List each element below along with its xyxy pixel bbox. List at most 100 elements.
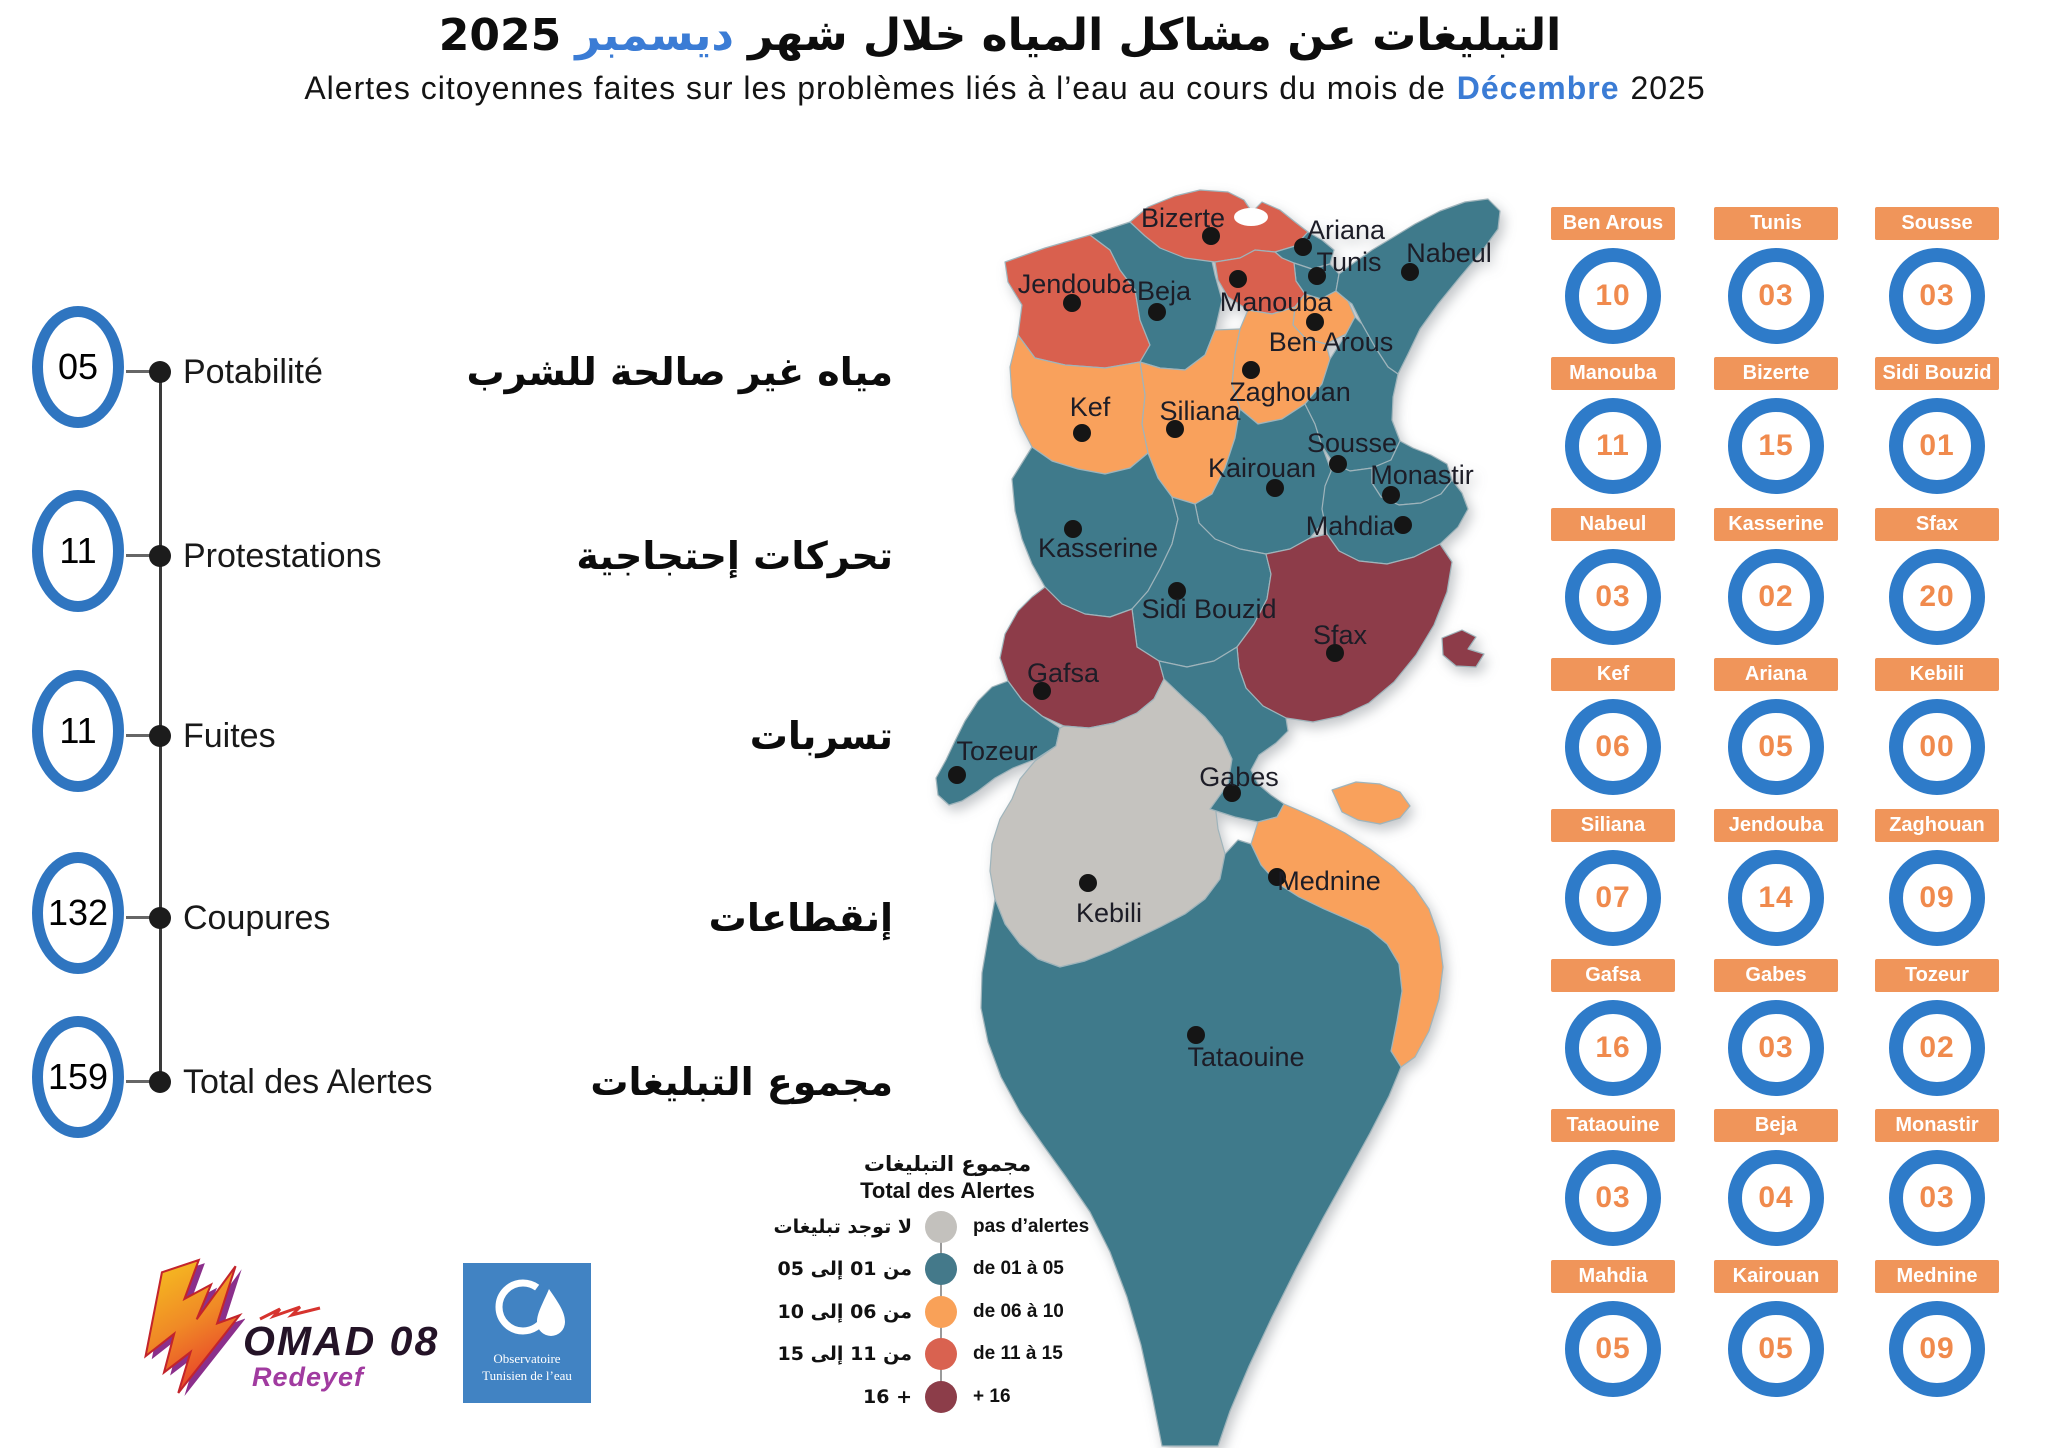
map-label-gabes: Gabes	[1199, 762, 1279, 792]
water-drop-icon: Observatoire Tunisien de l’eau	[482, 1279, 572, 1383]
legend-ar-2: من 06 إلى 10	[777, 1301, 913, 1323]
stat-label-potabilite: Potabilité	[183, 353, 323, 391]
page-title-arabic: التبليغات عن مشاكل المياه خلال شهر ديسمب…	[0, 10, 2000, 61]
grid-value: 03	[1758, 1031, 1794, 1064]
nomad-logo-subtext: Redeyef	[252, 1362, 365, 1392]
city-dot-bizerte	[1202, 227, 1220, 245]
grid-label: Jendouba	[1714, 809, 1838, 842]
stat-value: 159	[47, 1056, 109, 1097]
grid-cell-gafsa: Gafsa 16	[1551, 959, 1675, 1096]
grid-label: Kef	[1551, 658, 1675, 691]
grid-ring: 14	[1728, 850, 1824, 946]
observatory-logo: Observatoire Tunisien de l’eau	[463, 1263, 591, 1403]
stat-value: 132	[47, 892, 109, 933]
stat-dot	[149, 907, 171, 929]
stat-label-protestations: Protestations	[183, 537, 382, 575]
grid-ring: 03	[1889, 1150, 1985, 1246]
grid-value: 05	[1758, 730, 1794, 763]
city-dot-mahdia	[1394, 516, 1412, 534]
grid-label: Tataouine	[1551, 1109, 1675, 1142]
grid-value: 03	[1758, 279, 1794, 312]
grid-value: 20	[1919, 580, 1955, 613]
grid-ring: 09	[1889, 850, 1985, 946]
grid-label: Kebili	[1875, 658, 1999, 691]
city-dot-tozeur	[948, 766, 966, 784]
map-label-kebili: Kebili	[1076, 898, 1142, 928]
stat-circle-protestations: 11	[32, 490, 124, 612]
map-label-zaghouan: Zaghouan	[1229, 377, 1351, 407]
city-dot-kebili	[1079, 874, 1097, 892]
grid-label: Manouba	[1551, 357, 1675, 390]
grid-ring: 15	[1728, 398, 1824, 494]
grid-ring: 02	[1889, 1000, 1985, 1096]
legend-ar-0: لا توجد تبليغات	[773, 1216, 912, 1238]
grid-ring: 00	[1889, 699, 1985, 795]
city-dot-gafsa	[1033, 682, 1051, 700]
region-nabeul	[1335, 198, 1501, 375]
city-dot-sousse	[1329, 455, 1347, 473]
city-dot-kairouan	[1266, 479, 1284, 497]
city-dot-siliana	[1166, 420, 1184, 438]
map-label-sfax: Sfax	[1313, 620, 1368, 650]
map-label-monastir: Monastir	[1370, 460, 1474, 490]
grid-label: Bizerte	[1714, 357, 1838, 390]
subtitle-year: 2025	[1630, 70, 1706, 106]
grid-value: 03	[1595, 580, 1631, 613]
grid-value: 15	[1758, 429, 1794, 462]
region-tataouine	[980, 839, 1403, 1447]
grid-cell-zaghouan: Zaghouan 09	[1875, 809, 1999, 946]
lake-bizerte	[1234, 208, 1268, 226]
legend-fr-4: + 16	[973, 1386, 1011, 1407]
grid-cell-beja: Beja 04	[1714, 1109, 1838, 1246]
grid-ring: 20	[1889, 549, 1985, 645]
grid-cell-bizerte: Bizerte 15	[1714, 357, 1838, 494]
city-dot-monastir	[1382, 486, 1400, 504]
grid-value: 11	[1596, 429, 1630, 462]
grid-cell-nabeul: Nabeul 03	[1551, 508, 1675, 645]
map-label-kef: Kef	[1070, 392, 1111, 422]
nomad-squiggle-icon	[259, 1305, 321, 1321]
grid-cell-kebili: Kebili 00	[1875, 658, 1999, 795]
grid-ring: 03	[1565, 549, 1661, 645]
map-city-labels: Jendouba Beja Bizerte Ariana Tunis Manou…	[956, 203, 1491, 1072]
grid-cell-tataouine: Tataouine 03	[1551, 1109, 1675, 1246]
map-label-siliana: Siliana	[1159, 396, 1241, 426]
grid-label: Monastir	[1875, 1109, 1999, 1142]
grid-value: 03	[1919, 1181, 1955, 1214]
grid-value: 03	[1919, 279, 1955, 312]
legend-fr-2: de 06 à 10	[973, 1301, 1064, 1322]
grid-label: Ben Arous	[1551, 207, 1675, 240]
stat-label-coupures: Coupures	[183, 899, 331, 937]
map-label-gafsa: Gafsa	[1027, 658, 1100, 688]
grid-cell-sfax: Sfax 20	[1875, 508, 1999, 645]
city-dot-jendouba	[1063, 294, 1081, 312]
grid-label: Ariana	[1714, 658, 1838, 691]
region-sfax-kerkennah-islands	[1441, 629, 1485, 668]
grid-label: Sousse	[1875, 207, 1999, 240]
stat-tick	[126, 1080, 154, 1083]
stat-circle-coupures: 132	[32, 852, 124, 974]
grid-value: 01	[1919, 429, 1955, 462]
map-label-manouba: Manouba	[1220, 287, 1334, 317]
title-ar-year: 2025	[438, 10, 562, 61]
grid-value: 03	[1595, 1181, 1631, 1214]
legend-ar-1: من 01 إلى 05	[777, 1258, 913, 1280]
map-city-dots	[948, 227, 1419, 1044]
map-label-tunis: Tunis	[1316, 247, 1381, 277]
grid-value: 04	[1758, 1181, 1794, 1214]
grid-ring: 03	[1565, 1150, 1661, 1246]
stat-value: 11	[59, 710, 97, 751]
grid-cell-sousse: Sousse 03	[1875, 207, 1999, 344]
city-dot-ben-arous	[1306, 313, 1324, 331]
grid-label: Gafsa	[1551, 959, 1675, 992]
city-dot-sfax	[1326, 644, 1344, 662]
city-dot-ariana	[1294, 238, 1312, 256]
grid-cell-gabes: Gabes 03	[1714, 959, 1838, 1096]
grid-label: Sfax	[1875, 508, 1999, 541]
grid-label: Mahdia	[1551, 1260, 1675, 1293]
map-label-nabeul: Nabeul	[1406, 238, 1492, 268]
stat-dot	[149, 545, 171, 567]
stat-label-ar-protestations: تحركات إحتجاجية	[576, 534, 893, 578]
legend-fr-3: de 11 à 15	[973, 1343, 1063, 1364]
